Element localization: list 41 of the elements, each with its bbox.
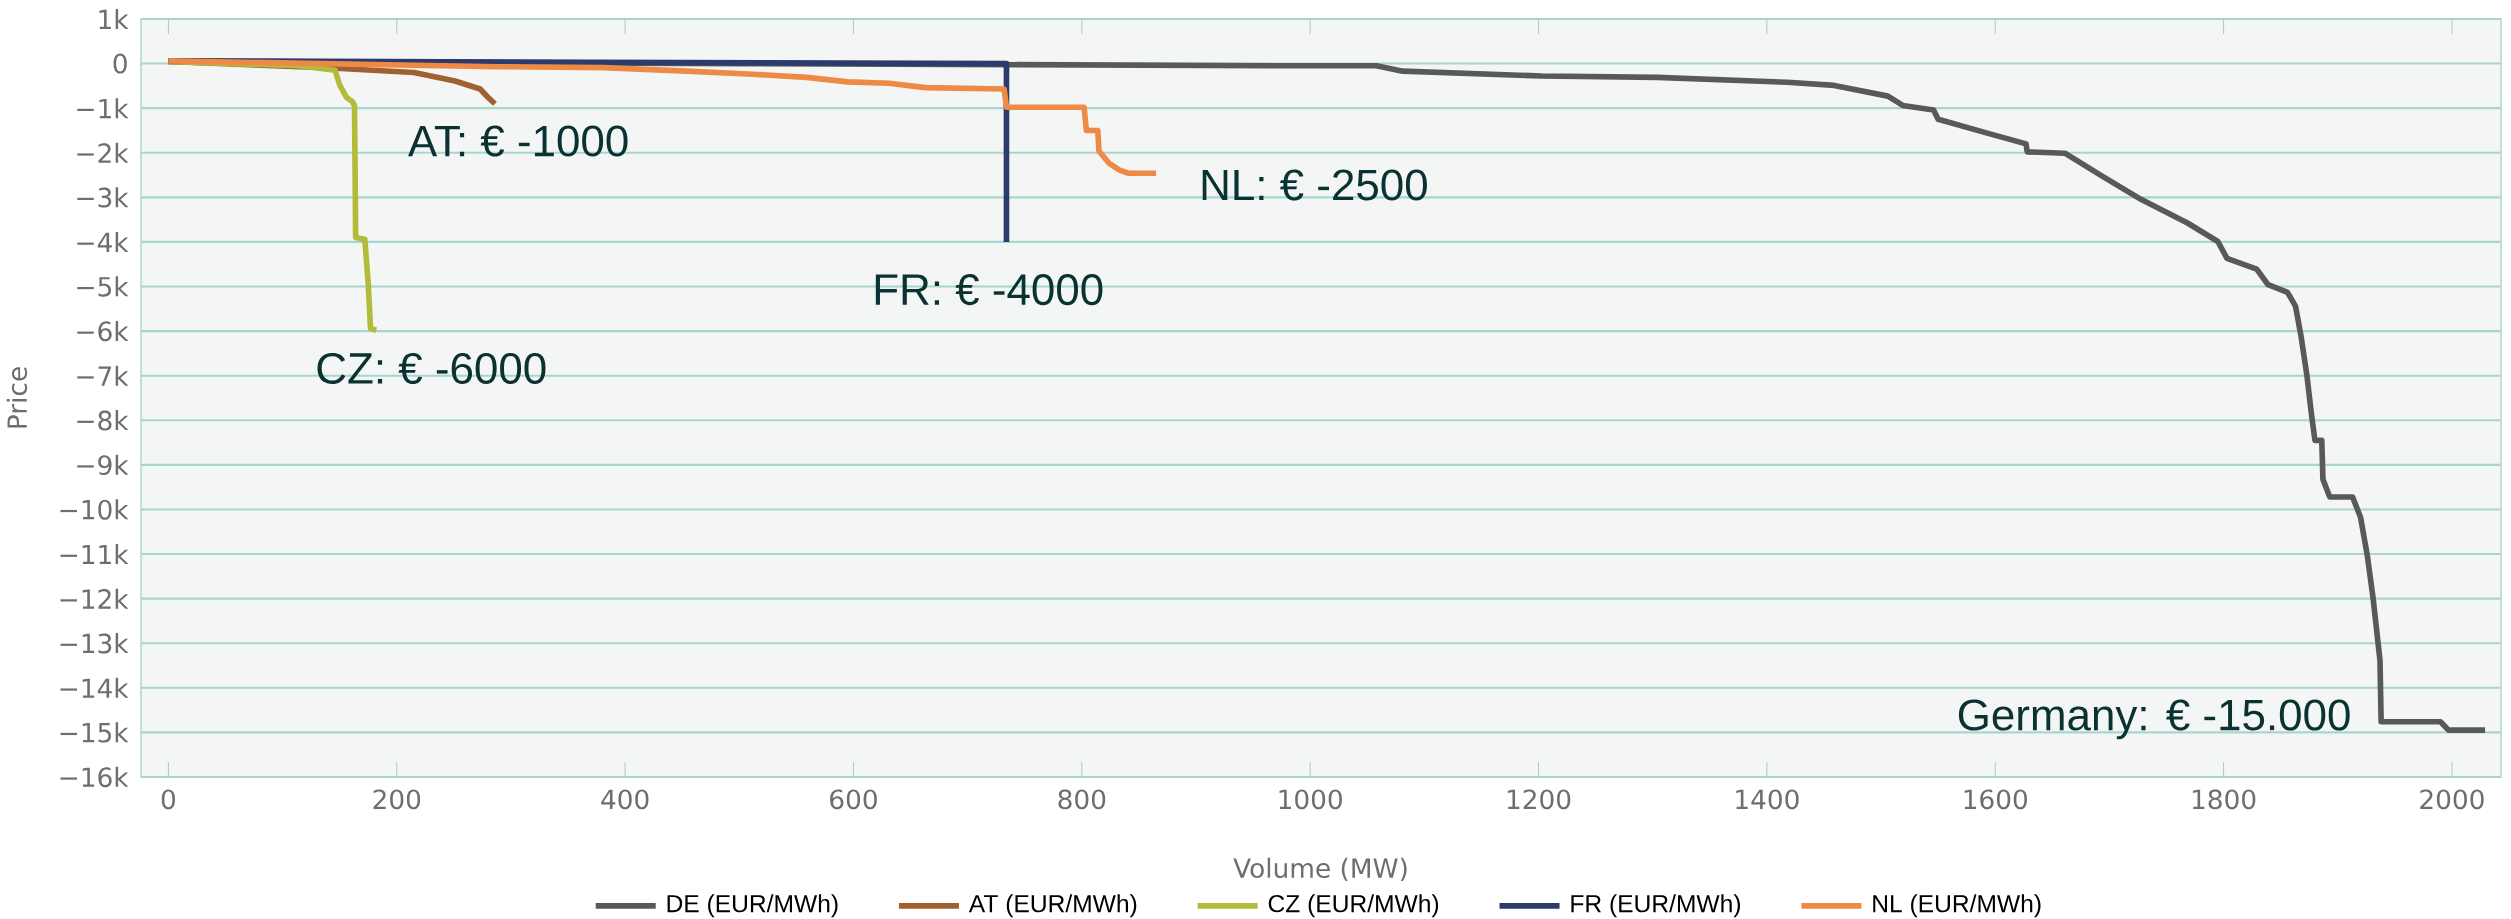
x-tick-label: 400 bbox=[601, 789, 649, 810]
x-tick-label: 1400 bbox=[1736, 789, 1799, 810]
y-tick-label: 0 bbox=[113, 53, 127, 74]
y-tick-label: −10k bbox=[60, 499, 129, 520]
annotation: NL: € -2500 bbox=[1202, 169, 1427, 201]
x-tick-label: 1800 bbox=[2192, 789, 2256, 810]
legend-label: NL (EUR/MWh) bbox=[1873, 894, 2041, 918]
annotation: CZ: € -6000 bbox=[317, 352, 546, 384]
x-tick-label: 2000 bbox=[2420, 789, 2484, 810]
y-tick-label: −8k bbox=[77, 410, 129, 431]
y-tick-label: −9k bbox=[77, 454, 129, 476]
y-tick-label: −11k bbox=[60, 544, 129, 565]
y-tick-label: −6k bbox=[77, 320, 129, 342]
legend-label: CZ (EUR/MWh) bbox=[1268, 894, 1439, 918]
annotation: FR: € -4000 bbox=[875, 274, 1103, 306]
x-tick-label: 0 bbox=[161, 789, 176, 810]
y-tick-label: −1k bbox=[77, 98, 129, 119]
y-tick-label: −12k bbox=[60, 588, 129, 609]
y-tick-label: −16k bbox=[60, 766, 129, 788]
y-tick-label: 1k bbox=[99, 8, 129, 29]
x-tick-label: 800 bbox=[1058, 789, 1106, 810]
x-tick-label: 1000 bbox=[1279, 789, 1342, 810]
legend-label: AT (EUR/MWh) bbox=[968, 894, 1137, 918]
x-axis-title: Volume (MW) bbox=[1233, 857, 1407, 882]
y-tick-label: −13k bbox=[60, 633, 129, 654]
y-tick-label: −3k bbox=[77, 187, 129, 208]
annotation: Germany: € -15.000 bbox=[1958, 699, 2350, 740]
x-tick-label: 1600 bbox=[1964, 789, 2027, 810]
y-tick-label: −2k bbox=[77, 142, 129, 163]
y-tick-label: −7k bbox=[77, 365, 129, 386]
y-tick-label: −4k bbox=[77, 231, 129, 252]
legend-label: FR (EUR/MWh) bbox=[1571, 894, 1741, 918]
annotation: AT: € -1000 bbox=[408, 125, 628, 157]
y-axis-title: Price bbox=[6, 367, 28, 428]
x-tick-label: 200 bbox=[373, 789, 421, 810]
x-tick-label: 600 bbox=[830, 789, 877, 810]
legend-label: DE (EUR/MWh) bbox=[667, 894, 838, 918]
y-tick-label: −15k bbox=[60, 722, 129, 743]
x-tick-label: 1200 bbox=[1507, 789, 1571, 810]
y-tick-label: −14k bbox=[60, 677, 129, 698]
y-tick-label: −5k bbox=[77, 276, 129, 297]
